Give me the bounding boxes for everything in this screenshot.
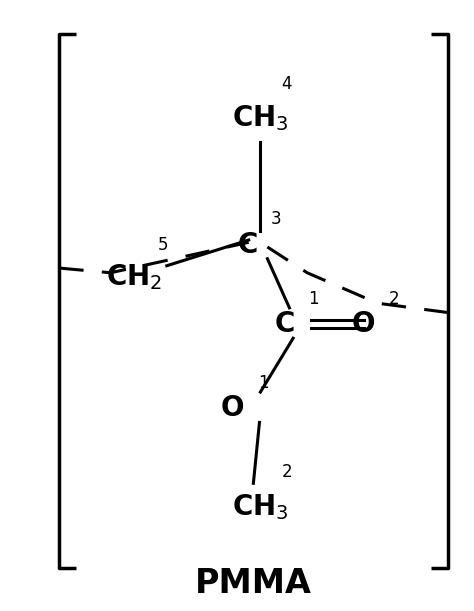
Text: 3: 3 xyxy=(271,210,281,229)
Text: 1: 1 xyxy=(258,374,269,392)
Text: CH$_2$: CH$_2$ xyxy=(106,263,162,292)
Text: O: O xyxy=(352,310,375,338)
Text: 2: 2 xyxy=(389,290,400,308)
Text: 2: 2 xyxy=(282,463,292,481)
Text: 5: 5 xyxy=(157,236,168,254)
Text: 4: 4 xyxy=(282,75,292,93)
Text: CH$_3$: CH$_3$ xyxy=(232,103,289,133)
Text: C: C xyxy=(237,231,258,258)
Text: O: O xyxy=(220,395,244,422)
Text: PMMA: PMMA xyxy=(195,567,312,600)
Text: C: C xyxy=(275,310,295,338)
Text: 1: 1 xyxy=(308,290,319,308)
Text: CH$_3$: CH$_3$ xyxy=(232,492,289,522)
